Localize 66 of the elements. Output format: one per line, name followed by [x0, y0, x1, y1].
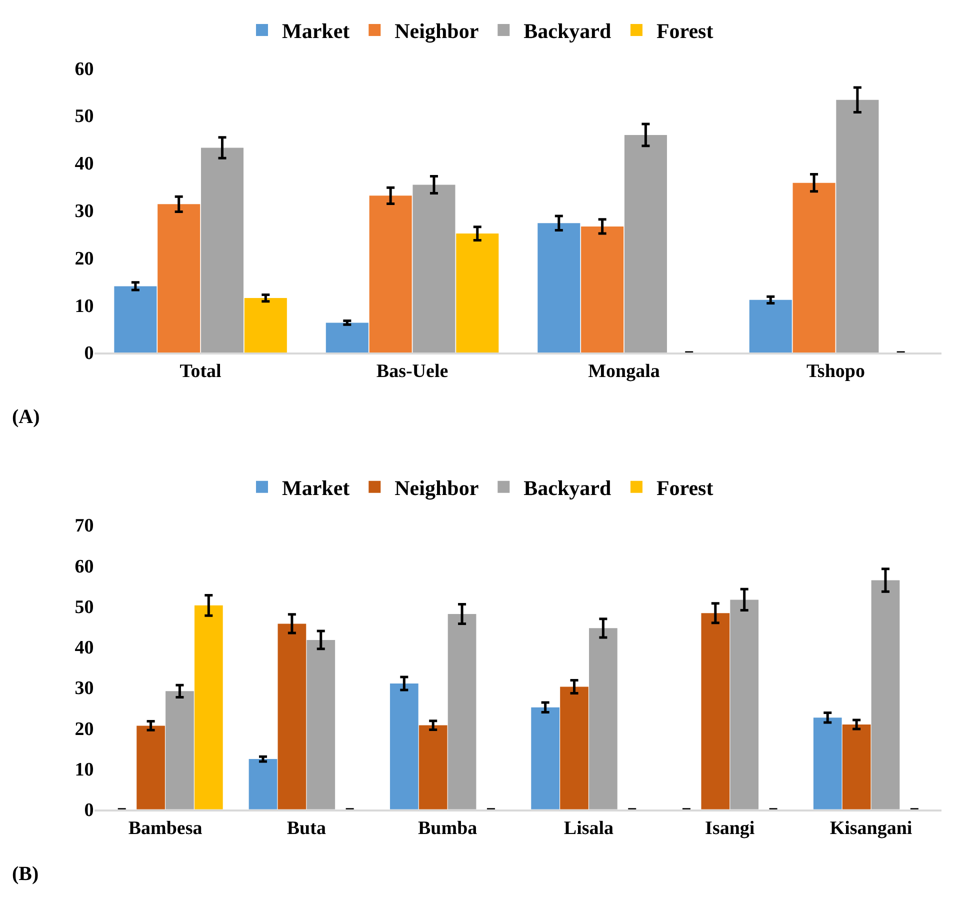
bar [701, 613, 730, 810]
x-tick-label: Mongala [588, 361, 660, 382]
bar [792, 182, 836, 353]
bar [624, 134, 667, 353]
y-tick-label: 50 [74, 596, 94, 618]
bar [730, 600, 759, 810]
y-tick-label: 60 [74, 58, 94, 80]
x-tick-label: Lisala [564, 818, 614, 839]
bar [278, 624, 306, 810]
text: (A) [12, 406, 40, 428]
y-tick-label: 40 [74, 638, 94, 659]
bar [813, 718, 842, 810]
x-tick-label: Kisangani [830, 818, 912, 839]
y-tick-label: 40 [74, 154, 94, 175]
bar [158, 204, 200, 353]
legend-label: Market [282, 19, 350, 44]
y-tick-label: 70 [74, 516, 94, 537]
x-tick-label: Bambesa [128, 818, 203, 839]
bar [589, 628, 618, 810]
legend-label: Backyard [524, 19, 612, 44]
bar [244, 298, 287, 353]
x-tick-label: Isangi [705, 818, 755, 839]
y-tick-label: 30 [74, 200, 94, 222]
legend-label: Market [282, 476, 350, 500]
x-tick-label: Bumba [418, 818, 478, 839]
bar [538, 223, 580, 353]
y-tick-label: 0 [84, 343, 94, 364]
legend-label: Forest [656, 476, 714, 500]
bar [369, 196, 412, 353]
bar [326, 322, 368, 353]
bar [456, 234, 499, 353]
text: (B) [12, 863, 39, 885]
legend-label: Forest [656, 19, 714, 44]
y-tick-label: 10 [74, 759, 94, 780]
x-tick-label: Bas-Uele [376, 361, 448, 382]
bar [749, 300, 792, 353]
bar [194, 605, 223, 810]
bar [560, 686, 588, 810]
bar [136, 726, 165, 810]
y-tick-label: 10 [74, 296, 94, 317]
bar [390, 683, 418, 810]
legend-label: Backyard [524, 476, 612, 500]
legend-label: Neighbor [394, 476, 479, 500]
bar [114, 286, 157, 353]
y-tick-label: 50 [74, 106, 94, 128]
bar [531, 707, 560, 810]
bar [200, 148, 244, 353]
x-tick-label: Buta [286, 818, 326, 839]
bar [248, 759, 278, 810]
bar [306, 640, 336, 810]
y-tick-label: 0 [84, 800, 94, 822]
bar [871, 580, 900, 810]
y-tick-label: 20 [74, 718, 94, 740]
x-tick-label: Total [180, 361, 222, 382]
x-tick-label: Tshopo [806, 361, 865, 382]
y-tick-label: 20 [74, 248, 94, 270]
y-tick-label: 30 [74, 678, 94, 700]
legend-label: Neighbor [394, 19, 479, 44]
bar [418, 725, 448, 810]
bar [842, 724, 871, 810]
bar [836, 100, 879, 353]
bar [412, 184, 456, 353]
y-tick-label: 60 [74, 556, 94, 578]
bar [166, 691, 194, 810]
bar [581, 226, 624, 353]
bar [448, 614, 476, 810]
